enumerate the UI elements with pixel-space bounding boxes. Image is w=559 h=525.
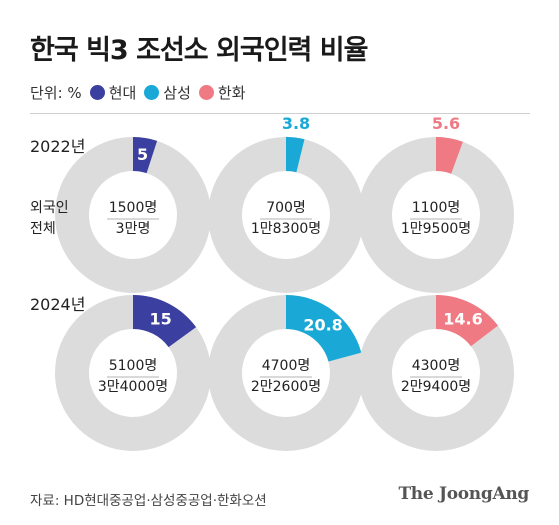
source-note: 자료: HD현대중공업·삼성중공업·한화오션 — [30, 493, 267, 509]
donut-slice-hyundai-2022 — [133, 137, 158, 174]
publisher-credit: The JoongAng — [398, 484, 529, 504]
legend-item-hanwha: 한화 — [198, 82, 246, 103]
legend-label-hanwha: 한화 — [217, 84, 246, 102]
foreign-count-hanwha-2022: 1100명 — [412, 200, 461, 216]
row-label-total: 전체 — [30, 221, 56, 237]
total-count-hyundai-2022: 3만명 — [116, 221, 151, 237]
total-count-hanwha-2024: 2만9400명 — [401, 379, 471, 395]
legend-item-samsung: 삼성 — [144, 82, 191, 103]
unit-label: 단위: % — [30, 84, 82, 102]
donut-slice-samsung-2024 — [286, 295, 362, 362]
value-label-samsung-2024: 20.8 — [303, 316, 342, 335]
value-label-hyundai-2024: 15 — [150, 310, 172, 329]
year-label-2022: 2022년 — [30, 137, 85, 156]
value-label-hanwha-2024: 14.6 — [443, 309, 482, 328]
total-count-samsung-2024: 2만2600명 — [251, 379, 321, 395]
legend-item-hyundai: 현대 — [89, 82, 137, 103]
legend-swatch-samsung — [144, 85, 160, 100]
year-label-2024: 2024년 — [30, 295, 85, 314]
legend-label-hyundai: 현대 — [108, 84, 137, 102]
foreign-count-samsung-2024: 4700명 — [262, 358, 311, 374]
foreign-count-samsung-2022: 700명 — [266, 200, 306, 216]
donut-slice-hanwha-2024 — [436, 295, 498, 347]
donut-slice-hanwha-2022 — [436, 137, 463, 174]
legend: 단위: % 현대 삼성 한화 — [30, 82, 254, 103]
legend-label-samsung: 삼성 — [163, 84, 191, 102]
foreign-count-hanwha-2024: 4300명 — [412, 358, 461, 374]
total-count-hanwha-2022: 1만9500명 — [401, 221, 471, 237]
foreign-count-hyundai-2022: 1500명 — [109, 200, 158, 216]
value-label-hanwha-2022: 5.6 — [432, 114, 460, 133]
page-title: 한국 빅3 조선소 외국인력 비율 — [30, 35, 368, 66]
legend-swatch-hanwha — [198, 85, 214, 100]
donut-slice-samsung-2022 — [286, 137, 305, 173]
legend-swatch-hyundai — [89, 85, 105, 100]
foreign-count-hyundai-2024: 5100명 — [109, 358, 158, 374]
value-label-hyundai-2022: 5 — [137, 145, 148, 164]
donut-slice-hyundai-2024 — [133, 295, 197, 348]
divider — [30, 113, 530, 114]
row-label-foreign: 외국인 — [30, 200, 69, 216]
value-label-samsung-2022: 3.8 — [282, 114, 310, 133]
total-count-hyundai-2024: 3만4000명 — [98, 379, 168, 395]
total-count-samsung-2022: 1만8300명 — [251, 221, 321, 237]
